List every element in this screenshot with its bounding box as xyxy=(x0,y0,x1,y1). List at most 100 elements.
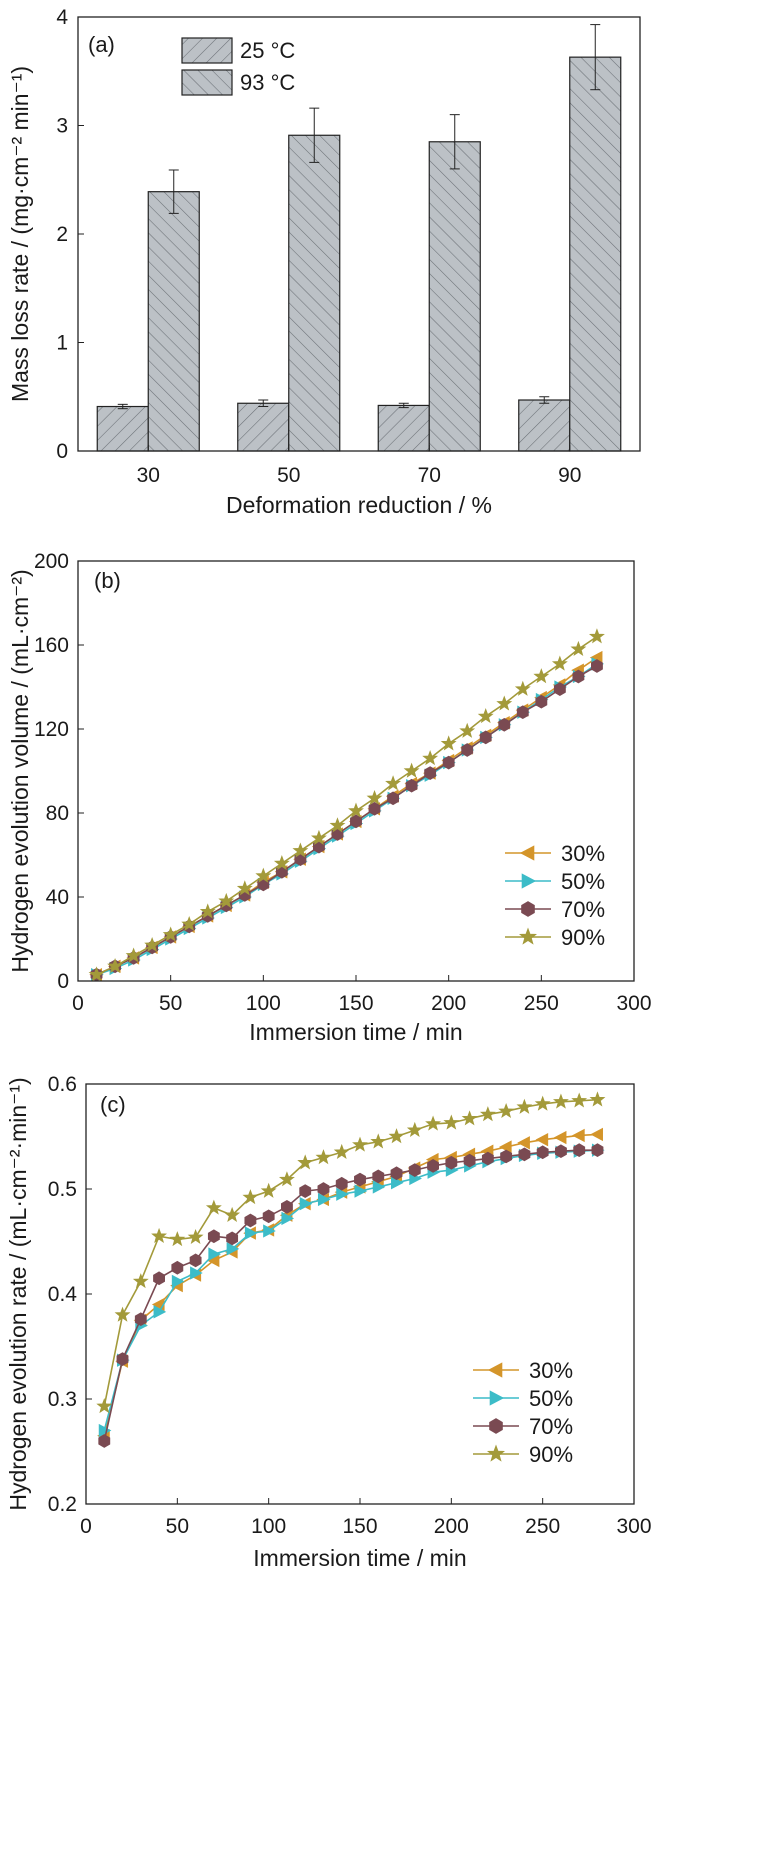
point-90pct-70 xyxy=(199,903,216,919)
point-90pct-120 xyxy=(292,842,309,858)
y-tick-label-0.2: 0.2 xyxy=(48,1493,77,1516)
point-70pct-240 xyxy=(516,705,529,720)
x-tick-label-0: 0 xyxy=(72,992,84,1015)
point-30pct-270 xyxy=(572,1128,585,1143)
point-90pct-230 xyxy=(496,695,513,711)
point-90pct-210 xyxy=(461,1110,478,1126)
point-70pct-20 xyxy=(116,1352,129,1366)
point-70pct-230 xyxy=(498,717,511,732)
legend-label-1: 93 °C xyxy=(240,70,295,95)
x-axis-label-panelC: Immersion time / min xyxy=(253,1545,466,1571)
point-90pct-190 xyxy=(422,750,439,766)
point-70pct-150 xyxy=(354,1172,366,1187)
point-90pct-180 xyxy=(403,762,420,778)
legend-swatch-0 xyxy=(181,37,233,64)
point-90pct-260 xyxy=(551,655,568,671)
y-tick-label-0.3: 0.3 xyxy=(48,1388,77,1411)
point-70pct-130 xyxy=(317,1182,330,1196)
point-50pct-150 xyxy=(354,1184,368,1198)
point-70pct-220 xyxy=(479,730,492,745)
legend-label-3: 90% xyxy=(561,925,605,950)
point-90pct-80 xyxy=(224,1206,241,1222)
point-50pct-140 xyxy=(336,1187,349,1201)
point-70pct-200 xyxy=(442,755,455,770)
point-70pct-210 xyxy=(461,743,474,757)
point-70pct-150 xyxy=(350,814,362,829)
point-70pct-190 xyxy=(427,1159,439,1173)
point-70pct-120 xyxy=(299,1184,312,1198)
y-tick-label-0: 0 xyxy=(57,970,69,993)
point-90pct-190 xyxy=(425,1115,442,1131)
point-70pct-220 xyxy=(481,1151,494,1166)
legend-label-1: 50% xyxy=(561,869,605,894)
legend-marker-2 xyxy=(489,1418,503,1434)
point-90pct-100 xyxy=(255,867,272,883)
point-90pct-280 xyxy=(588,628,605,644)
x-tick-label-200: 200 xyxy=(434,1515,469,1538)
point-90pct-30 xyxy=(132,1273,149,1289)
point-90pct-160 xyxy=(366,789,383,806)
point-90pct-240 xyxy=(516,1098,533,1114)
x-tick-label-0: 0 xyxy=(80,1515,92,1538)
panel-b: 0 50 100 150 200 250 300 0 40 80 120 160 200 30% 50% 70… xyxy=(7,550,652,1045)
point-30pct-240 xyxy=(517,1136,530,1150)
y-tick-label-40: 40 xyxy=(46,886,69,909)
legend-label-2: 70% xyxy=(529,1414,573,1439)
x-tick-label-150: 150 xyxy=(342,1515,377,1538)
point-90pct-20 xyxy=(114,1306,131,1322)
point-30pct-250 xyxy=(535,1132,549,1147)
y-axis-label-a: Mass loss rate / (mg·cm⁻² min⁻¹) xyxy=(7,66,33,402)
point-50pct-60 xyxy=(190,1266,203,1280)
point-90pct-270 xyxy=(571,1092,588,1108)
legend-label-0: 30% xyxy=(529,1358,573,1383)
point-90pct-60 xyxy=(181,915,198,932)
series-line-50pct xyxy=(103,1149,598,1431)
point-90pct-250 xyxy=(534,1095,551,1111)
point-90pct-100 xyxy=(260,1182,277,1198)
point-70pct-50 xyxy=(171,1260,184,1275)
point-90pct-140 xyxy=(333,1143,350,1159)
series-line-30pct xyxy=(103,1133,598,1436)
point-90pct-20 xyxy=(107,957,124,974)
point-90pct-270 xyxy=(570,640,587,656)
y-tick-label-120: 120 xyxy=(34,718,69,741)
point-90pct-150 xyxy=(348,802,364,818)
panel-label-panelC: (c) xyxy=(100,1092,126,1117)
point-70pct-280 xyxy=(591,1143,604,1157)
point-90pct-200 xyxy=(443,1114,460,1130)
point-90pct-90 xyxy=(236,880,253,896)
point-90pct-170 xyxy=(385,775,402,791)
y-tick-label-160: 160 xyxy=(34,634,69,657)
y-tick-label-0.4: 0.4 xyxy=(48,1283,78,1306)
point-70pct-80 xyxy=(226,1231,239,1246)
point-70pct-180 xyxy=(405,778,418,793)
y-tick-label-1: 1 xyxy=(56,332,68,355)
point-90pct-50 xyxy=(169,1231,186,1247)
x-axis-label-a: Deformation reduction / % xyxy=(226,492,492,518)
bar-25c-70 xyxy=(377,404,430,452)
point-90pct-80 xyxy=(218,892,235,908)
point-70pct-140 xyxy=(335,1176,348,1191)
point-70pct-40 xyxy=(153,1271,165,1286)
x-tick-label-250: 250 xyxy=(524,992,559,1015)
point-90pct-230 xyxy=(498,1102,515,1119)
point-70pct-200 xyxy=(445,1155,458,1170)
y-tick-label-2: 2 xyxy=(56,223,68,246)
bar-25c-30 xyxy=(96,405,149,452)
legend-marker-3 xyxy=(486,1444,506,1462)
x-tick-label-50: 50 xyxy=(277,464,300,487)
point-50pct-70 xyxy=(208,1247,222,1261)
point-70pct-210 xyxy=(463,1153,476,1168)
point-70pct-250 xyxy=(535,694,548,709)
point-90pct-10 xyxy=(88,966,105,982)
x-axis-label-panelB: Immersion time / min xyxy=(249,1019,462,1045)
point-90pct-40 xyxy=(151,1227,168,1243)
point-90pct-30 xyxy=(125,947,142,963)
point-90pct-260 xyxy=(552,1093,569,1109)
panel-a: 30 50 70 90 0 1 2 3 4 (a) 25 °C 93 °C Deformation re… xyxy=(7,6,641,518)
point-90pct-50 xyxy=(162,926,179,942)
legend-label-3: 90% xyxy=(529,1442,573,1467)
bar-93c-70 xyxy=(428,141,481,452)
point-90pct-60 xyxy=(187,1228,204,1245)
y-tick-label-80: 80 xyxy=(46,802,69,825)
